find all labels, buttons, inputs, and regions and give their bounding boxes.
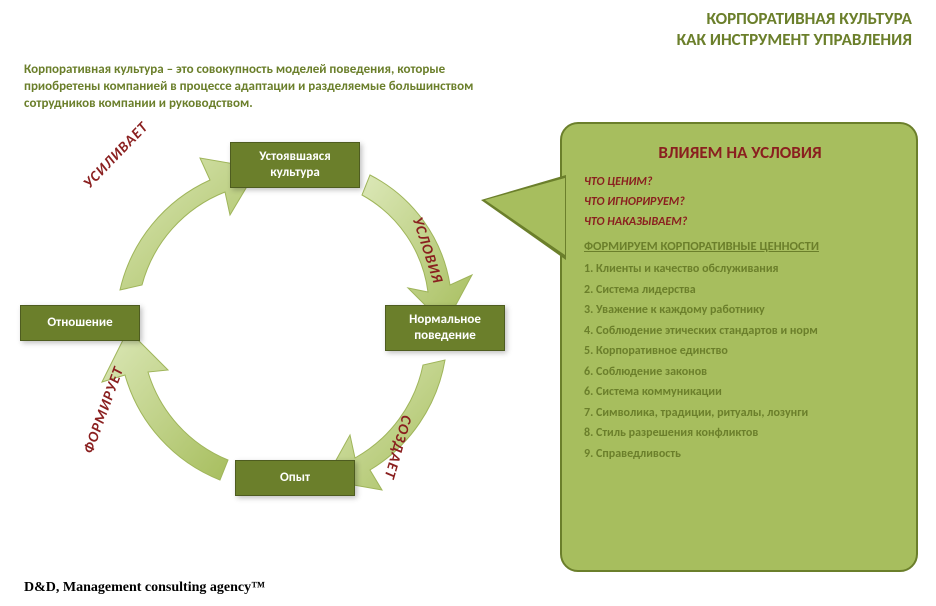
list-item: 7. Символика, традиции, ритуалы, лозунги <box>584 406 896 420</box>
list-item: 8. Стиль разрешения конфликтов <box>584 426 896 440</box>
list-item: 3. Уважение к каждому работнику <box>584 303 896 317</box>
callout-panel: ВЛИЯЕМ НА УСЛОВИЯ ЧТО ЦЕНИМ? ЧТО ИГНОРИР… <box>540 122 918 572</box>
list-item: 4. Соблюдение этических стандартов и нор… <box>584 324 896 338</box>
cycle-node-culture: Устоявшаяся культура <box>230 142 360 188</box>
cycle-node-experience: Опыт <box>235 460 355 496</box>
callout-bubble: ВЛИЯЕМ НА УСЛОВИЯ ЧТО ЦЕНИМ? ЧТО ИГНОРИР… <box>560 122 918 572</box>
intro-text: Корпоративная культура – это совокупност… <box>24 62 504 113</box>
callout-values-list: 1. Клиенты и качество обслуживания 2. Си… <box>584 262 896 461</box>
list-item: 5. Корпоративное единство <box>584 344 896 358</box>
cycle-diagram: Устоявшаяся культура Нормальное поведени… <box>20 120 540 550</box>
page-title: КОРПОРАТИВНАЯ КУЛЬТУРА КАК ИНСТРУМЕНТ УП… <box>677 8 912 51</box>
list-item: 9. Справедливость <box>584 447 896 461</box>
list-item: 2. Система лидерства <box>584 283 896 297</box>
list-item: 6. Соблюдение законов <box>584 365 896 379</box>
list-item: 1. Клиенты и качество обслуживания <box>584 262 896 276</box>
cycle-node-attitude: Отношение <box>20 305 140 341</box>
list-item: 6. Система коммуникации <box>584 385 896 399</box>
callout-title: ВЛИЯЕМ НА УСЛОВИЯ <box>584 142 896 163</box>
footer-credit: D&D, Management consulting agency™ <box>24 580 265 596</box>
callout-tail <box>485 178 565 255</box>
callout-question-1: ЧТО ЦЕНИМ? <box>584 175 896 189</box>
cycle-node-behavior: Нормальное поведение <box>385 305 505 351</box>
title-line-2: КАК ИНСТРУМЕНТ УПРАВЛЕНИЯ <box>677 29 912 50</box>
callout-question-3: ЧТО НАКАЗЫВАЕМ? <box>584 215 896 229</box>
callout-question-2: ЧТО ИГНОРИРУЕМ? <box>584 195 896 209</box>
callout-subhead: ФОРМИРУЕМ КОРПОРАТИВНЫЕ ЦЕННОСТИ <box>584 239 896 254</box>
title-line-1: КОРПОРАТИВНАЯ КУЛЬТУРА <box>677 8 912 29</box>
